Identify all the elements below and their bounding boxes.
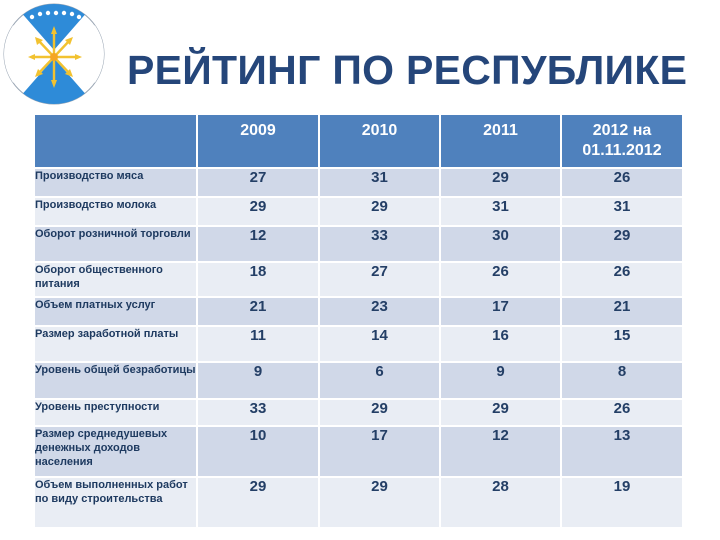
row-label: Уровень преступности xyxy=(33,398,198,427)
cell-value: 21 xyxy=(196,296,320,327)
cell-value: 17 xyxy=(318,425,441,478)
row-label: Уровень общей безработицы xyxy=(33,361,198,400)
cell-value: 9 xyxy=(439,361,562,400)
cell-value: 27 xyxy=(196,167,320,198)
column-header-2010: 2010 xyxy=(318,113,441,169)
cell-value: 23 xyxy=(318,296,441,327)
row-label: Размер заработной платы xyxy=(33,325,198,363)
cell-value: 30 xyxy=(439,225,562,263)
cell-value: 29 xyxy=(196,476,320,529)
table-row: Производство молока 29 29 31 31 xyxy=(33,196,684,227)
row-label: Объем платных услуг xyxy=(33,296,198,327)
table-row: Производство мяса 27 31 29 26 xyxy=(33,167,684,198)
cell-value: 27 xyxy=(318,261,441,298)
cell-value: 15 xyxy=(560,325,684,363)
cell-value: 16 xyxy=(439,325,562,363)
cell-value: 21 xyxy=(560,296,684,327)
table-row: Оборот розничной торговли 12 33 30 29 xyxy=(33,225,684,263)
cell-value: 33 xyxy=(196,398,320,427)
cell-value: 31 xyxy=(439,196,562,227)
table-row: Уровень преступности 33 29 29 26 xyxy=(33,398,684,427)
cell-value: 14 xyxy=(318,325,441,363)
row-label: Оборот розничной торговли xyxy=(33,225,198,263)
cell-value: 17 xyxy=(439,296,562,327)
table-row: Оборот общественного питания 18 27 26 26 xyxy=(33,261,684,298)
table-row: Объем платных услуг 21 23 17 21 xyxy=(33,296,684,327)
regional-emblem-icon xyxy=(2,2,106,106)
row-label: Оборот общественного питания xyxy=(33,261,198,298)
cell-value: 28 xyxy=(439,476,562,529)
cell-value: 12 xyxy=(196,225,320,263)
row-label: Производство мяса xyxy=(33,167,198,198)
column-header-2009: 2009 xyxy=(196,113,320,169)
cell-value: 31 xyxy=(560,196,684,227)
cell-value: 26 xyxy=(439,261,562,298)
cell-value: 9 xyxy=(196,361,320,400)
cell-value: 26 xyxy=(560,398,684,427)
cell-value: 26 xyxy=(560,261,684,298)
cell-value: 19 xyxy=(560,476,684,529)
cell-value: 31 xyxy=(318,167,441,198)
table-row: Размер заработной платы 11 14 16 15 xyxy=(33,325,684,363)
cell-value: 18 xyxy=(196,261,320,298)
cell-value: 29 xyxy=(196,196,320,227)
cell-value: 33 xyxy=(318,225,441,263)
cell-value: 29 xyxy=(318,398,441,427)
cell-value: 29 xyxy=(439,167,562,198)
row-label: Производство молока xyxy=(33,196,198,227)
column-header-2011: 2011 xyxy=(439,113,562,169)
cell-value: 8 xyxy=(560,361,684,400)
cell-value: 26 xyxy=(560,167,684,198)
cell-value: 13 xyxy=(560,425,684,478)
column-header-indicator xyxy=(33,113,198,169)
row-label: Объем выполненных работ по виду строител… xyxy=(33,476,198,529)
row-label: Размер среднедушевых денежных доходов на… xyxy=(33,425,198,478)
cell-value: 6 xyxy=(318,361,441,400)
cell-value: 11 xyxy=(196,325,320,363)
rating-table: 2009 2010 2011 2012 на 01.11.2012 Произв… xyxy=(33,113,684,529)
cell-value: 29 xyxy=(439,398,562,427)
cell-value: 29 xyxy=(318,196,441,227)
table-row: Уровень общей безработицы 9 6 9 8 xyxy=(33,361,684,400)
cell-value: 10 xyxy=(196,425,320,478)
table-row: Объем выполненных работ по виду строител… xyxy=(33,476,684,529)
cell-value: 12 xyxy=(439,425,562,478)
cell-value: 29 xyxy=(560,225,684,263)
table-header-row: 2009 2010 2011 2012 на 01.11.2012 xyxy=(33,113,684,169)
column-header-2012: 2012 на 01.11.2012 xyxy=(560,113,684,169)
table-row: Размер среднедушевых денежных доходов на… xyxy=(33,425,684,478)
page-title: РЕЙТИНГ ПО РЕСПУБЛИКЕ xyxy=(127,47,688,93)
cell-value: 29 xyxy=(318,476,441,529)
